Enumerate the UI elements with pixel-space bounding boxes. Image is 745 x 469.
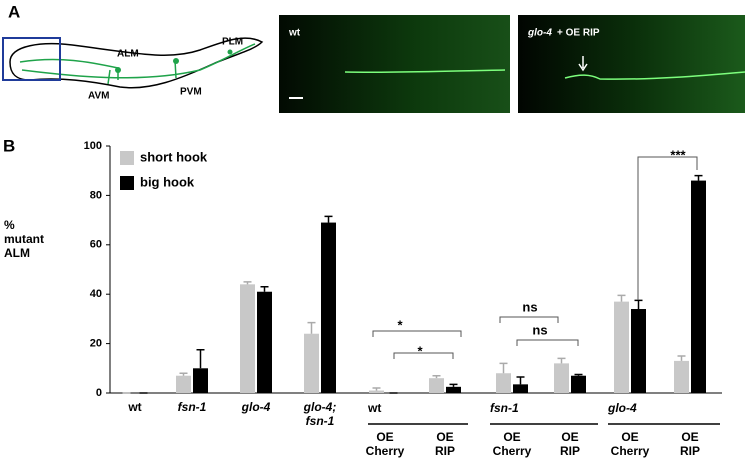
error-bar <box>499 362 508 374</box>
image-label: wt <box>288 28 301 39</box>
significance-label: ns <box>522 299 537 314</box>
y-tick-label: 100 <box>84 140 102 152</box>
significance-bracket <box>499 316 559 323</box>
bar <box>614 301 629 393</box>
bar <box>571 375 586 393</box>
x-tick-label: OE Cherry <box>365 430 405 458</box>
legend-label: short hook <box>140 149 208 164</box>
bar <box>369 390 384 393</box>
significance-bracket <box>516 339 579 346</box>
panel-label: A <box>8 2 20 21</box>
bar <box>674 360 689 393</box>
soma <box>173 58 179 64</box>
y-tick-label: 0 <box>96 387 102 399</box>
axon <box>564 71 745 80</box>
error-bar <box>432 374 441 379</box>
y-axis-label: % mutant ALM <box>4 218 44 260</box>
error-bar <box>574 373 583 376</box>
neuron-label: AVM <box>88 91 109 102</box>
x-tick-label: glo-4; fsn-1 <box>303 400 337 428</box>
x-tick-label: OE RIP <box>434 430 455 458</box>
image-label: + OE RIP <box>557 28 600 39</box>
bar <box>240 284 255 393</box>
bar <box>691 180 706 393</box>
y-tick-label: 20 <box>90 338 102 350</box>
error-bar <box>557 357 566 364</box>
bar <box>321 222 336 393</box>
bar <box>429 378 444 393</box>
soma <box>115 67 121 73</box>
x-tick-label: OE RIP <box>679 430 700 458</box>
y-tick-label: 60 <box>90 239 102 251</box>
error-bar <box>324 215 333 223</box>
error-bar <box>694 174 703 181</box>
micrograph <box>518 15 745 113</box>
image-label: glo-4 <box>527 28 552 39</box>
legend-swatch <box>120 176 134 190</box>
error-bar <box>449 383 458 387</box>
y-tick-label: 40 <box>90 288 102 300</box>
bar <box>554 363 569 393</box>
bar <box>176 375 191 393</box>
bar <box>631 309 646 393</box>
significance-bracket <box>372 330 462 337</box>
neuron-label: PVM <box>180 87 202 98</box>
error-bar <box>179 372 188 376</box>
bar <box>513 384 528 393</box>
arrow <box>578 56 588 72</box>
significance-label: *** <box>670 147 686 162</box>
bar <box>446 386 461 393</box>
bar <box>304 333 319 393</box>
bar <box>193 368 208 393</box>
panel-label: B <box>3 136 15 155</box>
error-bar <box>634 299 643 310</box>
significance-bracket <box>393 352 454 359</box>
x-tick-label: wt <box>128 400 142 414</box>
group-label: glo-4 <box>608 401 637 415</box>
x-tick-label: fsn-1 <box>177 400 207 414</box>
error-bar <box>617 294 626 302</box>
error-bar <box>677 355 686 361</box>
x-tick-label: glo-4 <box>241 400 271 414</box>
soma <box>227 49 233 55</box>
x-tick-label: OE Cherry <box>492 430 532 458</box>
bar <box>496 373 511 393</box>
error-bar <box>260 286 269 292</box>
legend-label: big hook <box>140 174 195 189</box>
error-bar <box>372 387 381 391</box>
group-label: wt <box>368 401 382 415</box>
x-tick-label: OE RIP <box>559 430 580 458</box>
micrograph <box>279 15 510 113</box>
significance-bracket <box>637 156 698 300</box>
error-bar <box>196 349 205 369</box>
error-bar <box>516 376 525 385</box>
neuron-label: ALM <box>117 49 139 60</box>
axon <box>344 69 506 74</box>
significance-label: ns <box>532 322 547 337</box>
significance-label: * <box>417 343 423 358</box>
neurons <box>19 43 256 85</box>
group-label: fsn-1 <box>490 401 519 415</box>
error-bar <box>243 281 252 285</box>
significance-label: * <box>397 317 403 332</box>
legend-swatch <box>120 151 134 165</box>
bar <box>257 291 272 393</box>
neuron-label: PLM <box>222 37 243 48</box>
error-bar <box>307 321 316 334</box>
x-tick-label: OE Cherry <box>610 430 650 458</box>
zoom-box <box>2 37 61 81</box>
y-tick-label: 80 <box>90 189 102 201</box>
